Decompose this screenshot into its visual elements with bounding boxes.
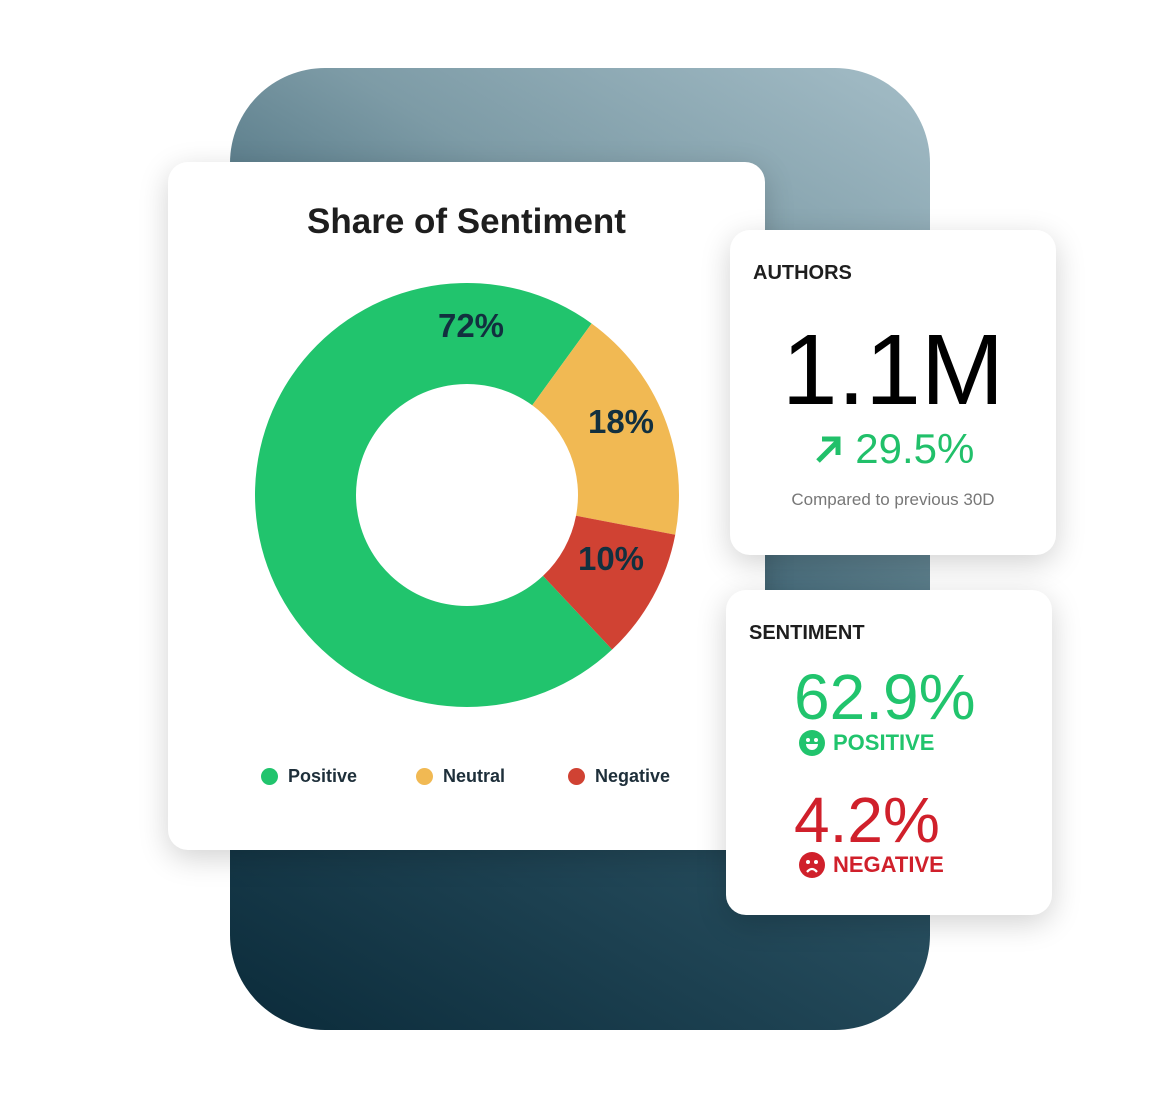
slice-neutral (532, 323, 679, 535)
legend-item-neutral: Neutral (416, 766, 505, 787)
positive-value: 62.9% (794, 661, 976, 733)
negative-label: NEGATIVE (833, 852, 944, 877)
authors-change-value: 29.5% (855, 425, 975, 472)
sentiment-label: SENTIMENT (749, 622, 865, 644)
legend-item-positive: Positive (261, 766, 357, 787)
sad-face-icon (799, 852, 825, 878)
legend-label: Neutral (443, 766, 506, 786)
sentiment-card: SENTIMENT 62.9% POSITIVE 4.2% NEGATIVE (726, 590, 1052, 915)
data-label-neutral: 18% (588, 403, 654, 440)
authors-card: AUTHORS 1.1M 29.5% Compared to previous … (730, 230, 1056, 555)
legend-swatch (416, 768, 433, 785)
authors-change: 29.5% (730, 425, 1056, 473)
positive-label-row: POSITIVE (799, 730, 934, 756)
legend-label: Positive (288, 766, 358, 786)
data-label-positive: 72% (438, 307, 504, 344)
slice-negative (542, 515, 676, 650)
positive-label: POSITIVE (833, 730, 935, 755)
chart-title: Share of Sentiment (307, 202, 626, 241)
donut-chart: 72% 18% 10% (255, 283, 679, 707)
negative-value: 4.2% (794, 784, 940, 856)
legend-item-negative: Negative (568, 766, 670, 787)
share-of-sentiment-card: Share of Sentiment 72% 18% 10% Positive Ne… (168, 162, 765, 850)
data-label-negative: 10% (578, 540, 644, 577)
authors-value: 1.1M (781, 314, 1005, 426)
legend-label: Negative (595, 766, 671, 786)
authors-label: AUTHORS (753, 262, 852, 284)
happy-face-icon (799, 730, 825, 756)
negative-label-row: NEGATIVE (799, 852, 944, 878)
arrow-up-right-icon (815, 436, 841, 463)
legend-swatch (568, 768, 585, 785)
legend-swatch (261, 768, 278, 785)
authors-comparison: Compared to previous 30D (791, 490, 995, 509)
slice-positive (255, 283, 613, 707)
